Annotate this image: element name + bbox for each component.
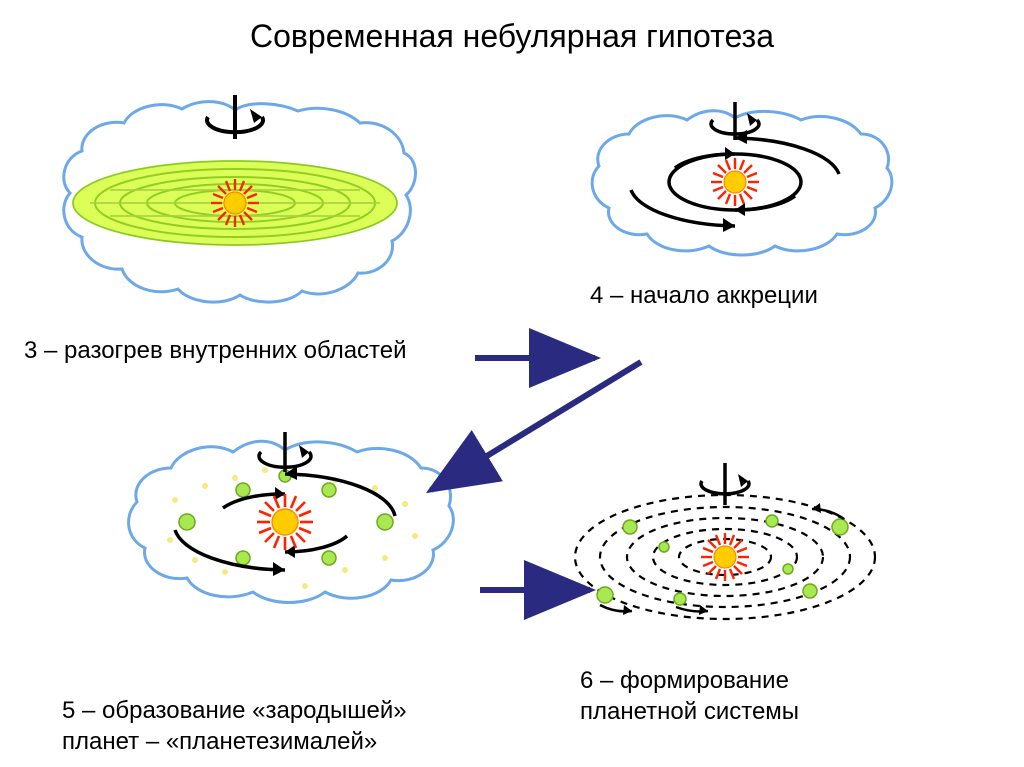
stage5-label-line2: планет – «планетезималей» (62, 728, 377, 755)
stage5-label: 5 – образование «зародышей» планет – «пл… (62, 695, 407, 757)
stage4-label: 4 – начало аккреции (590, 280, 818, 311)
stage5-label-line1: 5 – образование «зародышей» (62, 697, 407, 724)
stage6-label-line2: планетной системы (580, 698, 799, 725)
flow-arrows (0, 0, 1024, 767)
stage3-label: 3 – разогрев внутренних областей (24, 335, 407, 366)
stage6-label: 6 – формирование планетной системы (580, 665, 799, 727)
stage6-label-line1: 6 – формирование (580, 667, 789, 694)
